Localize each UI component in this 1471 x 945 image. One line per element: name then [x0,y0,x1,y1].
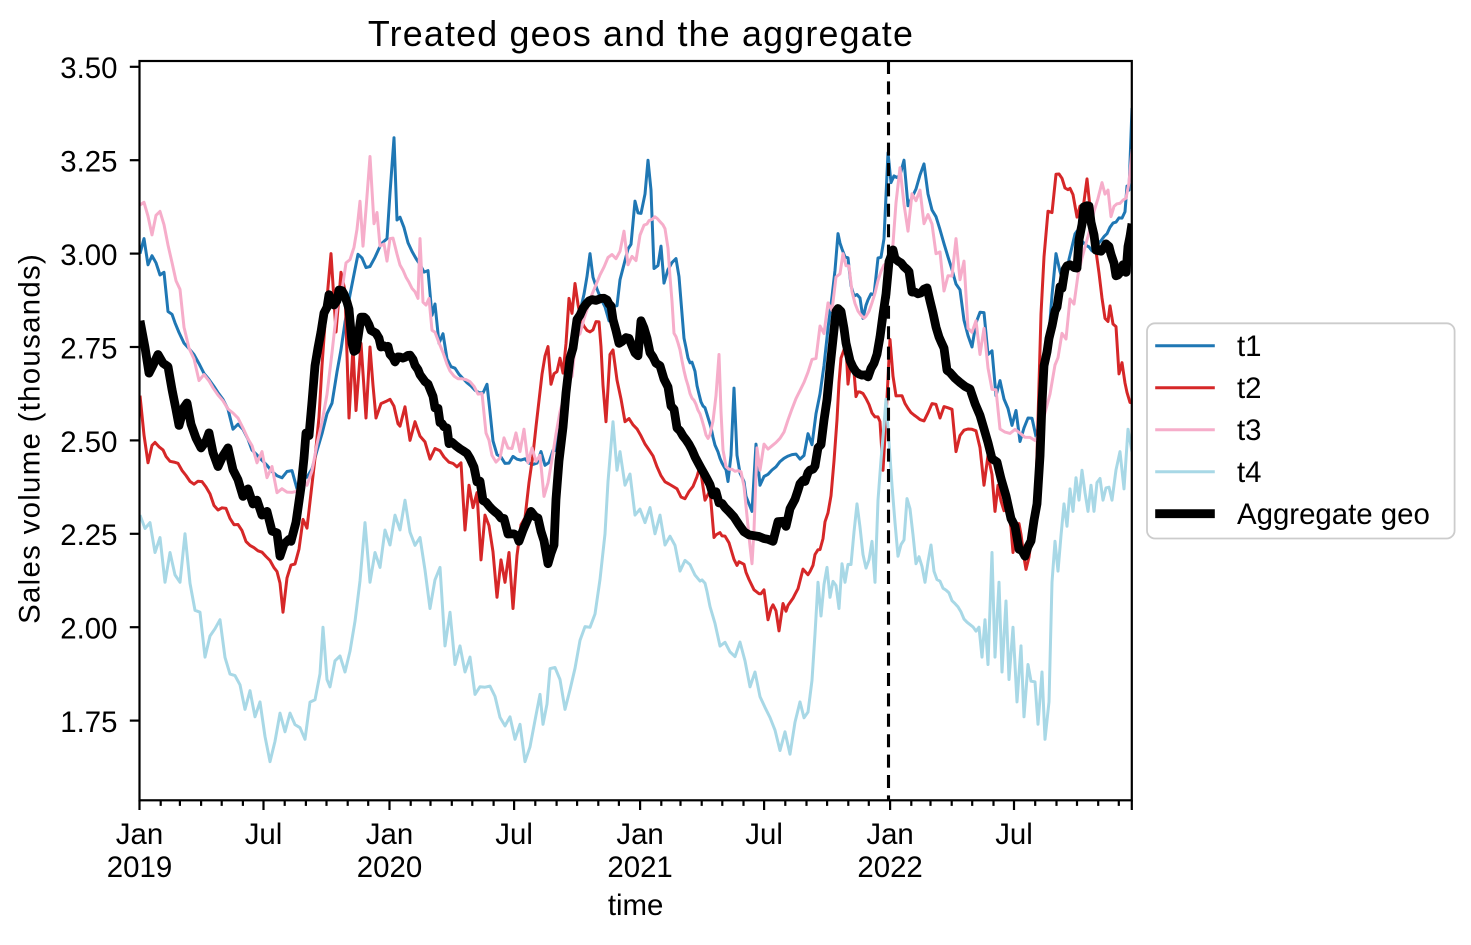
svg-text:3.25: 3.25 [60,146,117,179]
svg-text:3.50: 3.50 [60,52,117,85]
svg-text:Sales volume (thousands): Sales volume (thousands) [14,253,47,624]
svg-text:2019: 2019 [107,851,172,884]
svg-text:2.50: 2.50 [60,426,117,459]
svg-text:2022: 2022 [857,851,922,884]
svg-text:Jul: Jul [495,818,533,851]
svg-text:Aggregate geo: Aggregate geo [1237,498,1430,531]
svg-text:2.25: 2.25 [60,519,117,552]
svg-text:1.75: 1.75 [60,706,117,739]
svg-text:Jul: Jul [995,818,1033,851]
svg-text:Jul: Jul [245,818,283,851]
svg-text:time: time [608,889,664,922]
svg-text:t2: t2 [1237,372,1262,405]
svg-text:2.00: 2.00 [60,613,117,646]
svg-text:Jan: Jan [616,818,663,851]
svg-text:Jan: Jan [116,818,163,851]
svg-text:Jan: Jan [866,818,913,851]
svg-text:t4: t4 [1237,456,1262,489]
svg-text:t3: t3 [1237,414,1262,447]
svg-text:t1: t1 [1237,330,1262,363]
svg-text:Jan: Jan [366,818,413,851]
svg-text:3.00: 3.00 [60,239,117,272]
svg-text:2.75: 2.75 [60,332,117,365]
svg-text:Treated geos and the aggregate: Treated geos and the aggregate [368,14,914,54]
svg-text:2021: 2021 [607,851,672,884]
svg-text:2020: 2020 [357,851,422,884]
svg-text:Jul: Jul [745,818,783,851]
